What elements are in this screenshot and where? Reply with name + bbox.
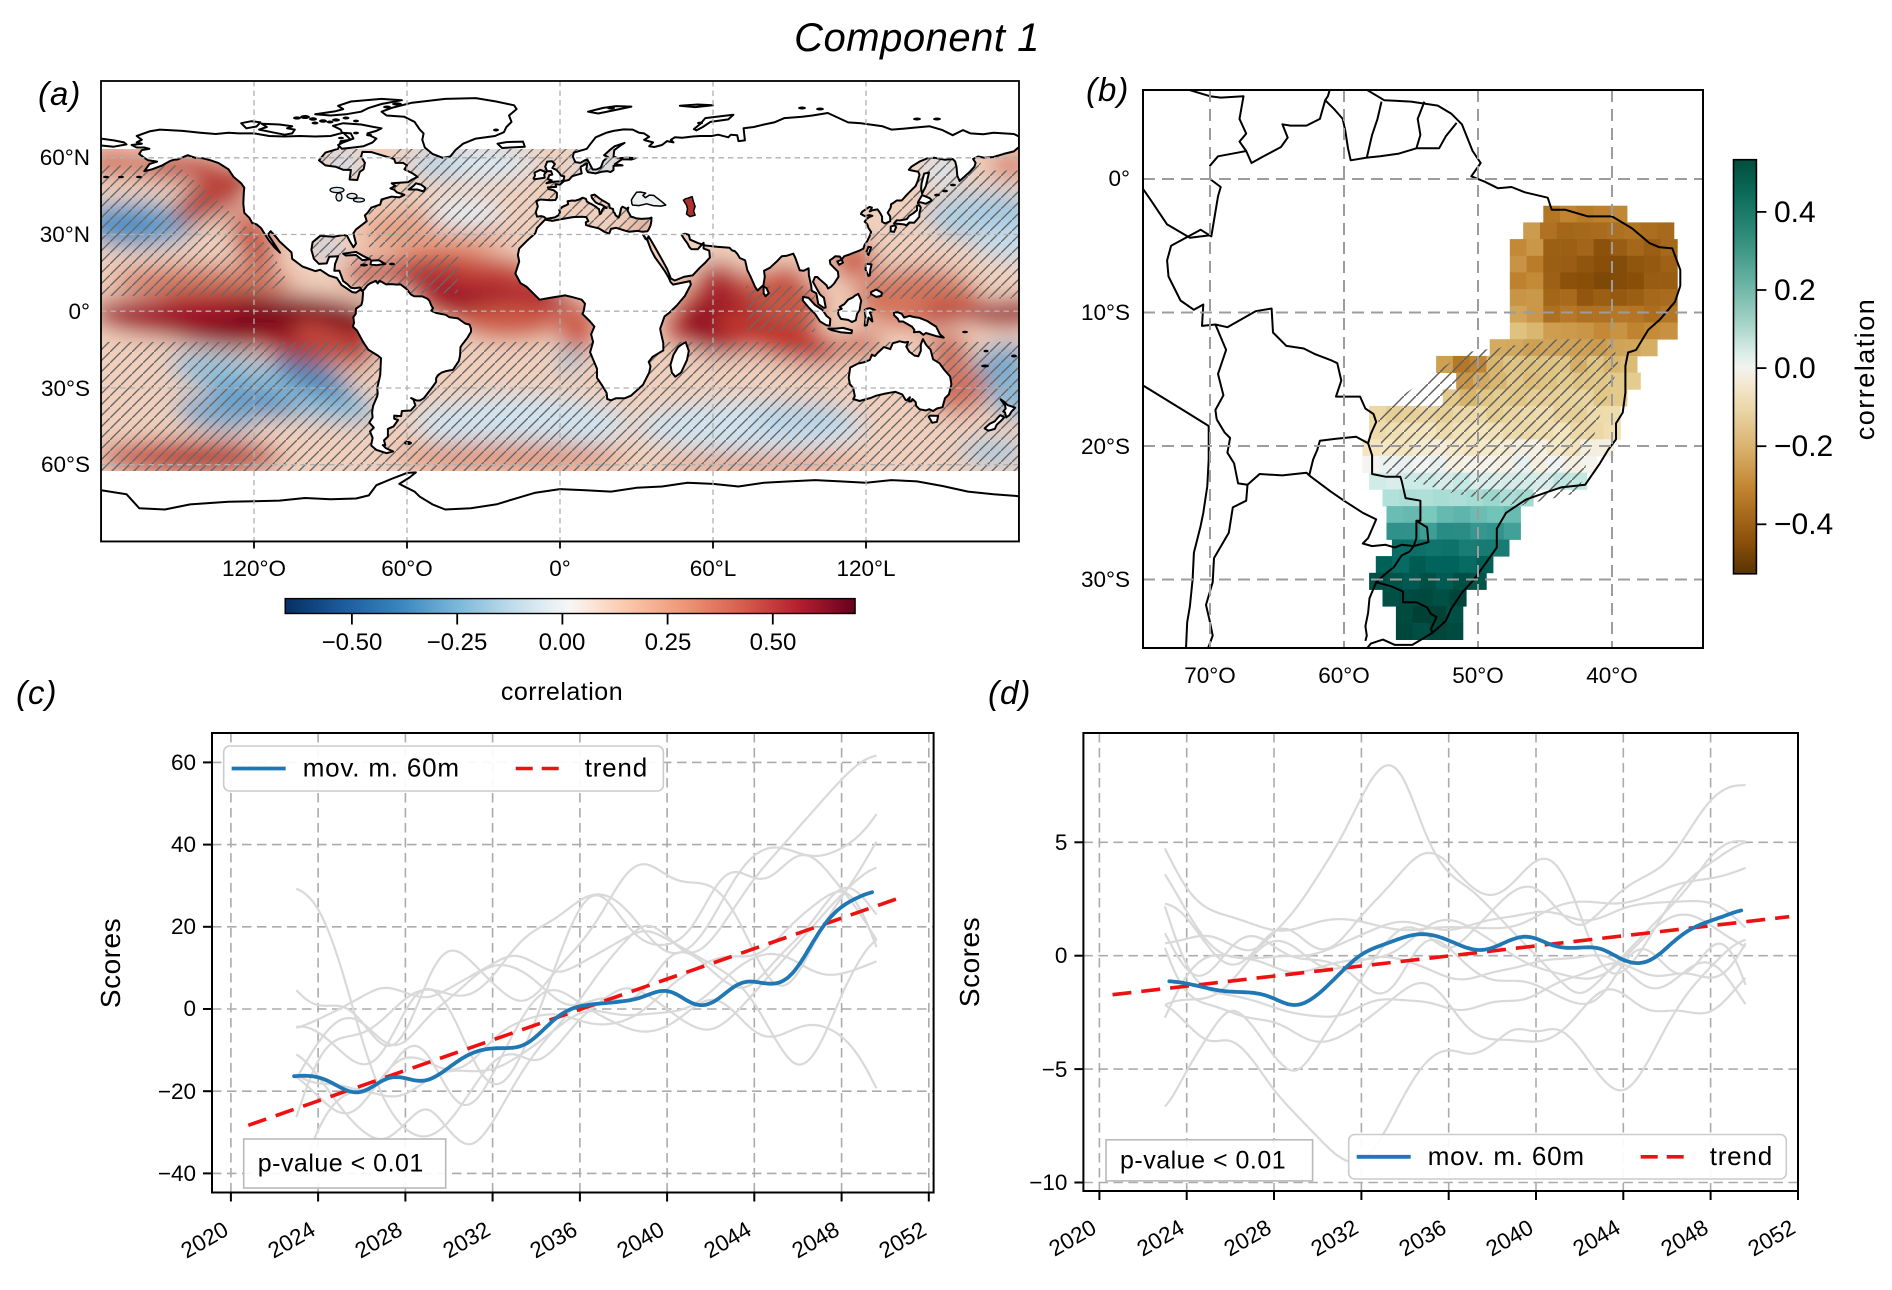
svg-text:mov. m. 60m: mov. m. 60m [1428, 1141, 1585, 1171]
svg-text:−10: −10 [1029, 1170, 1067, 1195]
svg-text:−0.2: −0.2 [1774, 430, 1833, 463]
svg-text:correlation: correlation [1850, 298, 1880, 441]
svg-text:0°: 0° [1108, 166, 1130, 191]
svg-text:30°S: 30°S [1081, 567, 1130, 592]
svg-text:−5: −5 [1042, 1057, 1068, 1082]
svg-text:p-value < 0.01: p-value < 0.01 [1120, 1146, 1286, 1174]
svg-text:(b): (b) [1086, 71, 1129, 108]
svg-text:Component 1: Component 1 [794, 16, 1040, 60]
svg-text:120°O: 120°O [222, 556, 286, 581]
svg-text:5: 5 [1055, 830, 1068, 855]
svg-text:20: 20 [171, 914, 196, 939]
svg-text:0°: 0° [68, 299, 90, 324]
svg-text:60°N: 60°N [40, 145, 90, 170]
svg-text:60°L: 60°L [690, 556, 737, 581]
svg-text:60°O: 60°O [1318, 663, 1370, 688]
svg-text:0: 0 [183, 996, 196, 1021]
svg-text:0: 0 [1055, 943, 1068, 968]
svg-text:trend: trend [1710, 1141, 1773, 1171]
svg-text:−20: −20 [158, 1079, 196, 1104]
svg-text:10°S: 10°S [1081, 300, 1130, 325]
svg-text:−0.50: −0.50 [322, 629, 383, 656]
svg-text:0.00: 0.00 [539, 629, 586, 656]
svg-text:−0.4: −0.4 [1774, 508, 1833, 541]
svg-text:70°O: 70°O [1184, 663, 1236, 688]
svg-text:0.0: 0.0 [1774, 352, 1816, 385]
svg-text:0.50: 0.50 [750, 629, 797, 656]
svg-text:Scores: Scores [954, 917, 985, 1007]
svg-text:50°O: 50°O [1452, 663, 1504, 688]
svg-text:30°S: 30°S [41, 376, 90, 401]
svg-text:40°O: 40°O [1586, 663, 1638, 688]
svg-text:(a): (a) [38, 75, 81, 112]
svg-text:p-value < 0.01: p-value < 0.01 [258, 1150, 424, 1178]
svg-text:Scores: Scores [95, 918, 126, 1008]
svg-text:120°L: 120°L [836, 556, 895, 581]
svg-text:mov. m. 60m: mov. m. 60m [303, 753, 460, 783]
svg-text:20°S: 20°S [1081, 434, 1130, 459]
svg-text:(c): (c) [16, 674, 57, 711]
svg-text:0.2: 0.2 [1774, 274, 1816, 307]
svg-text:0.25: 0.25 [645, 629, 692, 656]
svg-text:−40: −40 [158, 1161, 196, 1186]
svg-text:60: 60 [171, 750, 196, 775]
svg-text:40: 40 [171, 832, 196, 857]
svg-text:60°O: 60°O [381, 556, 433, 581]
svg-text:trend: trend [585, 753, 648, 783]
svg-text:−0.25: −0.25 [427, 629, 488, 656]
svg-text:0.4: 0.4 [1774, 196, 1816, 229]
svg-text:60°S: 60°S [41, 452, 90, 477]
svg-text:30°N: 30°N [40, 222, 90, 247]
svg-text:(d): (d) [988, 674, 1031, 711]
svg-text:0°: 0° [549, 556, 571, 581]
svg-text:correlation: correlation [501, 678, 623, 706]
